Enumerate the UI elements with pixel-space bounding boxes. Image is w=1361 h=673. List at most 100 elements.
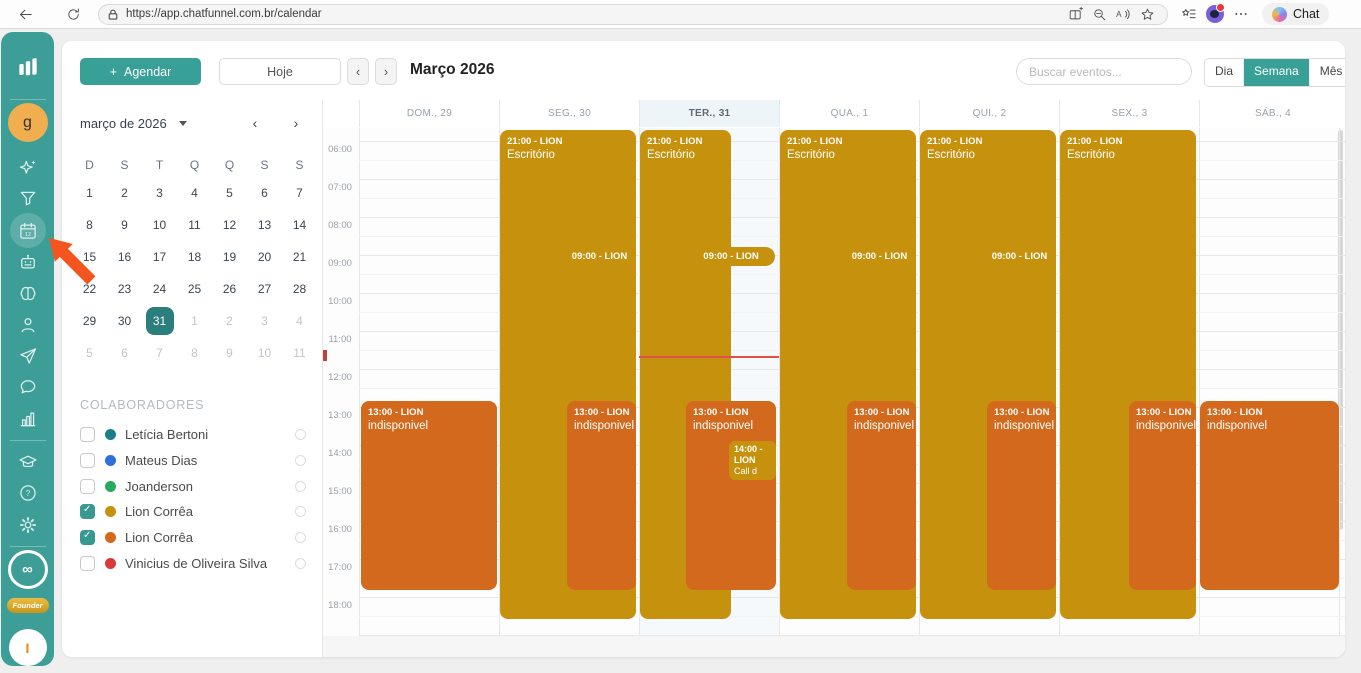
more-options-icon[interactable] [1228,3,1254,25]
browser-back-icon[interactable] [12,3,38,25]
mini-day-28[interactable]: 28 [292,282,307,296]
app-logo-icon[interactable] [14,54,42,81]
event-TER-14:00[interactable]: 14:00 - LION Call d [729,441,776,480]
search-events-input[interactable] [1016,58,1192,85]
mini-day-20[interactable]: 20 [257,250,272,264]
event-SEX-13:00[interactable]: 13:00 - LION indisponivel [1129,401,1196,590]
mini-day-9[interactable]: 9 [226,346,233,360]
user-avatar[interactable]: I [8,629,47,667]
settings-gear-icon[interactable] [16,513,40,536]
mini-day-6[interactable]: 6 [261,186,268,200]
event-DOM-13:00[interactable]: 13:00 - LION indisponivel [361,401,497,590]
collections-icon[interactable] [1176,3,1202,25]
view-mês[interactable]: Mês [1308,59,1345,86]
mini-day-11[interactable]: 11 [293,346,306,360]
mini-day-17[interactable]: 17 [152,250,167,264]
collaborator-checkbox[interactable] [80,478,95,494]
mini-day-2[interactable]: 2 [121,186,128,200]
mini-next-button[interactable]: › [293,115,299,131]
mini-day-13[interactable]: 13 [257,218,272,232]
collaborator-ring-icon[interactable] [295,532,306,544]
mini-day-4[interactable]: 4 [191,186,198,200]
calendar-scrollbar[interactable] [1338,130,1343,530]
workspace-avatar[interactable]: g [7,103,48,143]
prev-week-button[interactable]: ‹ [347,58,369,85]
mini-day-19[interactable]: 19 [222,250,237,264]
collaborator-checkbox[interactable] [80,555,95,571]
mini-day-21[interactable]: 21 [292,250,307,264]
read-aloud-icon[interactable]: A [1111,4,1135,24]
day-header-dom[interactable]: DOM., 29 [359,100,499,127]
calendar-grid[interactable]: 06:00 07:00 08:00 09:00 10:00 11:00 12:00 13:00… [323,128,1345,657]
split-screen-icon[interactable] [1063,4,1087,24]
mini-day-22[interactable]: 22 [82,282,97,296]
mini-day-30[interactable]: 30 [117,314,132,328]
mini-day-8[interactable]: 8 [86,218,93,232]
day-header-qui[interactable]: QUI., 2 [919,100,1059,127]
ai-sparkles-icon[interactable] [16,156,40,179]
send-icon[interactable] [16,344,40,367]
mini-day-18[interactable]: 18 [187,250,202,264]
collaborator-checkbox[interactable] [80,427,95,443]
mini-day-4[interactable]: 4 [296,314,303,328]
copilot-chat-button[interactable]: Chat [1262,3,1330,25]
mini-day-27[interactable]: 27 [257,282,272,296]
next-week-button[interactable]: › [375,58,397,85]
mini-day-5[interactable]: 5 [86,346,93,360]
mini-day-1[interactable]: 1 [191,314,198,328]
extension-avatar-icon[interactable] [1206,3,1225,23]
event-QUI-13:00[interactable]: 13:00 - LION indisponivel [987,401,1056,590]
mini-day-8[interactable]: 8 [191,346,198,360]
mini-day-11[interactable]: 11 [188,218,201,232]
event-TER-09:00[interactable]: 09:00 - LION [687,247,775,266]
agendar-button[interactable]: + Agendar [80,58,201,85]
analytics-icon[interactable] [16,407,40,430]
academy-icon[interactable] [16,450,40,473]
collaborator-ring-icon[interactable] [295,557,306,569]
day-header-sáb[interactable]: SÁB., 4 [1199,100,1345,127]
collaborator-ring-icon[interactable] [295,480,306,492]
favorite-star-icon[interactable] [1135,4,1159,24]
hoje-button[interactable]: Hoje [219,58,341,85]
day-header-ter[interactable]: TER., 31 [639,100,779,127]
view-dia[interactable]: Dia [1215,64,1234,78]
mini-day-15[interactable]: 15 [82,250,97,264]
browser-refresh-icon[interactable] [60,3,86,25]
mini-day-9[interactable]: 9 [121,218,128,232]
event-SAB-13:00[interactable]: 13:00 - LION indisponivel [1200,401,1339,590]
mini-day-7[interactable]: 7 [296,186,303,200]
brain-icon[interactable] [16,282,40,305]
mini-prev-button[interactable]: ‹ [252,115,258,131]
mini-day-26[interactable]: 26 [222,282,237,296]
mini-day-12[interactable]: 12 [222,218,237,232]
mini-day-23[interactable]: 23 [117,282,132,296]
mini-day-25[interactable]: 25 [187,282,202,296]
day-header-seg[interactable]: SEG., 30 [499,100,639,127]
day-header-sex[interactable]: SEX., 3 [1059,100,1199,127]
view-semana[interactable]: Semana [1243,59,1309,86]
mini-day-14[interactable]: 14 [292,218,307,232]
bot-icon[interactable] [16,250,40,273]
collaborator-ring-icon[interactable] [295,506,306,518]
help-icon[interactable]: ? [16,482,40,505]
contacts-icon[interactable] [16,313,40,336]
funnel-filter-icon[interactable] [16,188,40,211]
chat-bubble-icon[interactable] [16,376,40,399]
address-bar[interactable]: https://app.chatfunnel.com.br/calendar A [98,3,1168,25]
mini-day-7[interactable]: 7 [156,346,163,360]
event-QUA-09:00[interactable]: 09:00 - LION [844,247,915,266]
zoom-out-icon[interactable] [1087,4,1111,24]
collaborator-ring-icon[interactable] [295,455,306,467]
mini-day-16[interactable]: 16 [117,250,132,264]
mini-day-2[interactable]: 2 [226,314,233,328]
event-SEG-13:00[interactable]: 13:00 - LION indisponivel [567,401,636,590]
event-SEG-09:00[interactable]: 09:00 - LION [564,247,635,266]
collaborator-checkbox[interactable] [80,504,95,520]
event-QUI-09:00[interactable]: 09:00 - LION [984,247,1055,266]
mini-day-3[interactable]: 3 [261,314,268,328]
event-TER-13:00[interactable]: 13:00 - LION indisponivel [686,401,776,590]
mini-calendar-title[interactable]: março de 2026 [80,116,187,131]
event-QUA-13:00[interactable]: 13:00 - LION indisponivel [847,401,916,590]
collaborator-checkbox[interactable] [80,530,95,546]
mini-day-1[interactable]: 1 [86,186,93,200]
